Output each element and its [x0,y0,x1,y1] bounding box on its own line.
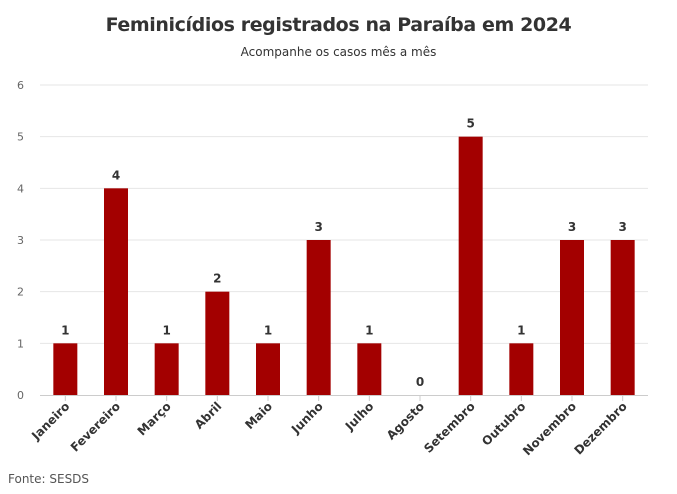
bar [104,188,128,395]
y-tick-label: 6 [17,79,24,92]
source-note: Fonte: SESDS [8,472,90,486]
y-tick-label: 1 [17,337,24,350]
bar [560,240,584,395]
bar [357,343,382,395]
bar [53,343,78,395]
x-tick-label: Julho [342,399,377,434]
y-tick-label: 3 [17,234,24,247]
bar [458,136,483,395]
x-tick-label: Março [135,399,174,438]
x-tick-label: Janeiro [28,399,72,443]
data-label: 3 [314,220,322,234]
data-label: 3 [618,220,626,234]
data-label: 3 [568,220,576,234]
x-tick-label: Junho [288,399,326,437]
bar [205,291,230,395]
y-tick-label: 5 [17,131,24,144]
x-tick-label: Fevereiro [68,399,123,454]
data-label: 2 [213,272,221,286]
y-tick-label: 0 [17,389,24,402]
bar [154,343,179,395]
x-tick-label: Novembro [520,399,579,458]
data-label: 1 [61,323,69,337]
bar [256,343,280,395]
chart-title: Feminicídios registrados na Paraíba em 2… [105,14,572,36]
x-tick-label: Abril [192,399,225,432]
data-label: 1 [517,323,525,337]
bar [610,240,635,395]
y-tick-label: 2 [17,286,24,299]
data-label: 1 [365,323,373,337]
bar [509,343,534,395]
data-label: 5 [466,117,474,131]
x-tick-label: Dezembro [571,399,629,457]
data-label: 4 [112,168,120,182]
chart-subtitle: Acompanhe os casos mês a mês [240,45,437,59]
data-label: 1 [264,323,272,337]
data-label: 1 [162,323,170,337]
bar [306,240,331,395]
data-label: 0 [416,375,424,389]
x-tick-label: Setembro [421,399,478,456]
x-tick-label: Agosto [384,399,427,442]
x-tick-label: Outubro [479,399,528,448]
x-tick-label: Maio [242,399,275,432]
y-tick-label: 4 [17,182,24,195]
